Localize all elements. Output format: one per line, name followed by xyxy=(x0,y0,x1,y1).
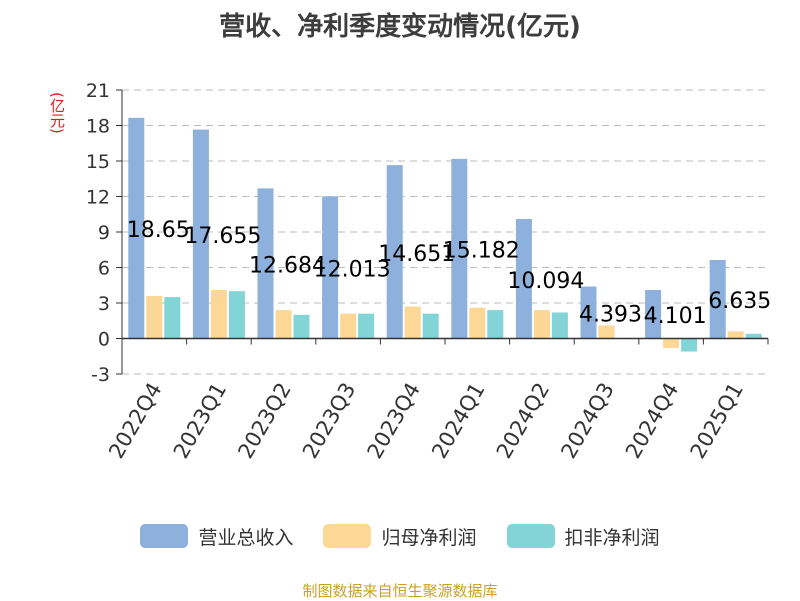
x-tick-label: 2024Q3 xyxy=(556,379,618,463)
bar-revenue xyxy=(257,188,274,339)
bar-deducted-profit xyxy=(358,313,375,339)
bar-net-profit xyxy=(663,338,680,348)
bar-revenue xyxy=(128,117,145,339)
y-tick-label: 15 xyxy=(86,151,110,173)
y-axis-label: (亿元) xyxy=(48,92,66,134)
bar-revenue xyxy=(709,259,726,339)
bar-net-profit xyxy=(210,289,227,339)
bar-deducted-profit xyxy=(293,314,310,339)
legend: 营业总收入 归母净利润 扣非净利润 xyxy=(0,519,800,553)
y-tick-label: -3 xyxy=(91,364,110,386)
legend-label: 扣非净利润 xyxy=(564,526,660,549)
bar-net-profit xyxy=(727,331,744,339)
bar-deducted-profit xyxy=(487,310,504,339)
x-tick-label: 2023Q1 xyxy=(169,379,231,463)
data-label: 6.635 xyxy=(708,289,771,314)
y-tick-label: 6 xyxy=(98,258,110,280)
data-label: 12.013 xyxy=(314,257,391,282)
bar-net-profit xyxy=(275,310,292,339)
bar-revenue xyxy=(192,129,209,339)
bar-deducted-profit xyxy=(551,312,568,339)
legend-label: 归母净利润 xyxy=(381,526,477,549)
y-tick-label: 18 xyxy=(86,116,110,138)
legend-swatch-net-profit xyxy=(323,524,372,548)
bar-net-profit xyxy=(469,307,486,339)
chart-title: 营收、净利季度变动情况(亿元) xyxy=(219,12,581,42)
y-tick-label: 3 xyxy=(98,293,110,315)
bar-revenue xyxy=(451,158,468,339)
legend-item-deducted-profit[interactable]: 扣非净利润 xyxy=(506,523,660,550)
data-label: 15.182 xyxy=(443,239,520,264)
legend-item-net-profit[interactable]: 归母净利润 xyxy=(323,523,477,550)
x-tick-label: 2024Q4 xyxy=(621,379,683,463)
x-tick-label: 2024Q2 xyxy=(492,379,554,463)
y-tick-label: 0 xyxy=(98,329,110,351)
bar-net-profit xyxy=(598,325,615,339)
y-tick-label: 12 xyxy=(86,187,110,209)
bar-deducted-profit xyxy=(228,291,245,339)
legend-swatch-deducted-profit xyxy=(506,524,555,548)
x-tick-label: 2023Q2 xyxy=(233,379,295,463)
data-label: 4.101 xyxy=(644,304,707,329)
bar-net-profit xyxy=(404,306,421,339)
data-label: 14.651 xyxy=(378,242,455,267)
legend-swatch-revenue xyxy=(140,524,189,548)
y-tick-label: 21 xyxy=(86,80,110,102)
data-label: 12.684 xyxy=(249,253,326,278)
x-tick-label: 2022Q4 xyxy=(104,379,166,463)
bar-net-profit xyxy=(533,310,550,339)
bar-deducted-profit xyxy=(422,313,439,339)
bar-revenue xyxy=(645,289,662,339)
data-label: 18.65 xyxy=(127,218,190,243)
bar-revenue xyxy=(580,286,597,339)
y-tick-label: 9 xyxy=(98,222,110,244)
x-tick-label: 2024Q1 xyxy=(427,379,489,463)
x-tick-label: 2023Q4 xyxy=(363,379,425,463)
bar-revenue xyxy=(515,219,532,339)
bar-net-profit xyxy=(340,313,357,339)
bar-deducted-profit xyxy=(164,297,181,339)
data-label: 17.655 xyxy=(184,224,261,249)
data-label: 4.393 xyxy=(579,303,642,328)
x-tick-label: 2025Q1 xyxy=(686,379,748,463)
legend-item-revenue[interactable]: 营业总收入 xyxy=(140,523,293,550)
bar-net-profit xyxy=(146,295,163,339)
data-label: 10.094 xyxy=(507,269,584,294)
bar-revenue xyxy=(386,165,403,339)
legend-label: 营业总收入 xyxy=(198,526,294,549)
bar-deducted-profit xyxy=(745,333,762,339)
data-source-note: 制图数据来自恒生聚源数据库 xyxy=(302,582,498,600)
x-tick-label: 2023Q3 xyxy=(298,379,360,463)
bar-revenue xyxy=(322,196,339,339)
bar-deducted-profit xyxy=(681,338,698,352)
